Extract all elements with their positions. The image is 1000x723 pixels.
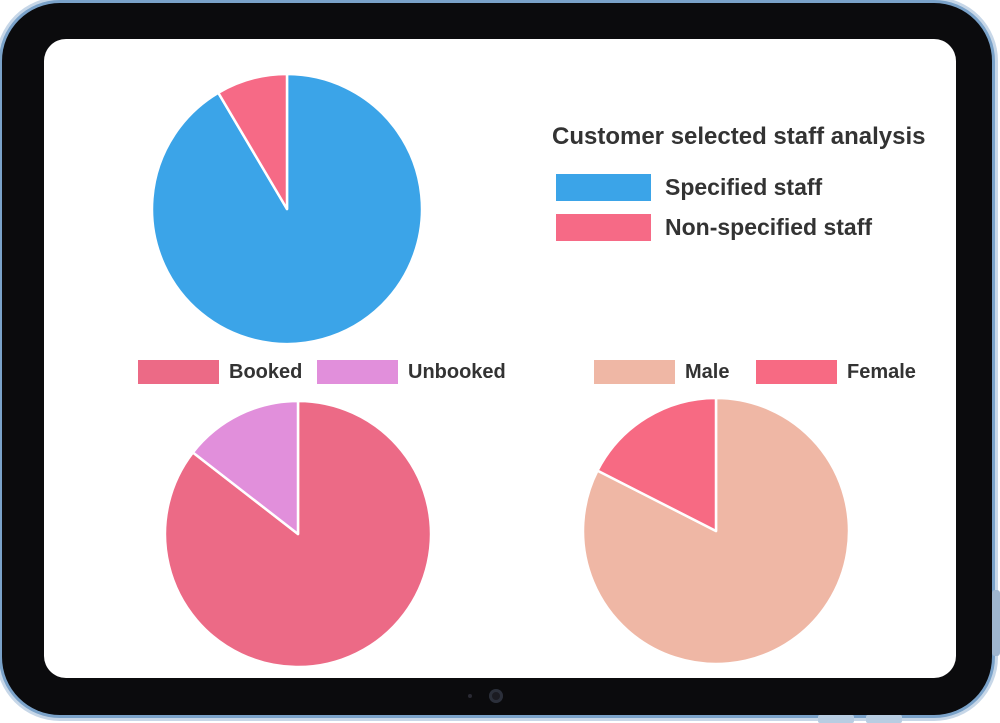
legend-label: Male [685, 360, 730, 383]
pie-slice-non-specified-staff [217, 72, 289, 211]
sensor [468, 694, 472, 698]
legend-swatch [556, 174, 651, 201]
screen: Customer selected staff analysis Specifi… [44, 39, 956, 678]
pie-slice-female [596, 396, 718, 533]
legend-swatch [556, 214, 651, 241]
legend-item-male: Male [594, 360, 729, 384]
legend-item-specified-staff: Specified staff [556, 174, 822, 201]
legend-item-non-specified-staff: Non-specified staff [556, 214, 872, 241]
pie-chart-staff [150, 72, 424, 346]
legend-item-booked: Booked [138, 360, 302, 384]
bottom-tab [818, 715, 854, 723]
legend-item-unbooked: Unbooked [317, 360, 506, 384]
camera-icon [489, 689, 503, 703]
legend-swatch [317, 360, 398, 384]
legend-label: Booked [229, 360, 303, 383]
legend-label: Unbooked [408, 360, 506, 383]
pie-chart-booking [163, 399, 433, 669]
chart-title: Customer selected staff analysis [552, 123, 926, 150]
legend-swatch [138, 360, 219, 384]
pie-chart-gender [581, 396, 851, 666]
legend-label: Non-specified staff [665, 214, 873, 240]
legend-swatch [594, 360, 675, 384]
side-button [992, 590, 1000, 656]
legend-swatch [756, 360, 837, 384]
legend-label: Female [847, 360, 916, 383]
pie-slice-unbooked [191, 399, 300, 536]
legend-item-female: Female [756, 360, 916, 384]
legend-label: Specified staff [665, 174, 823, 200]
bottom-tab [866, 715, 902, 723]
